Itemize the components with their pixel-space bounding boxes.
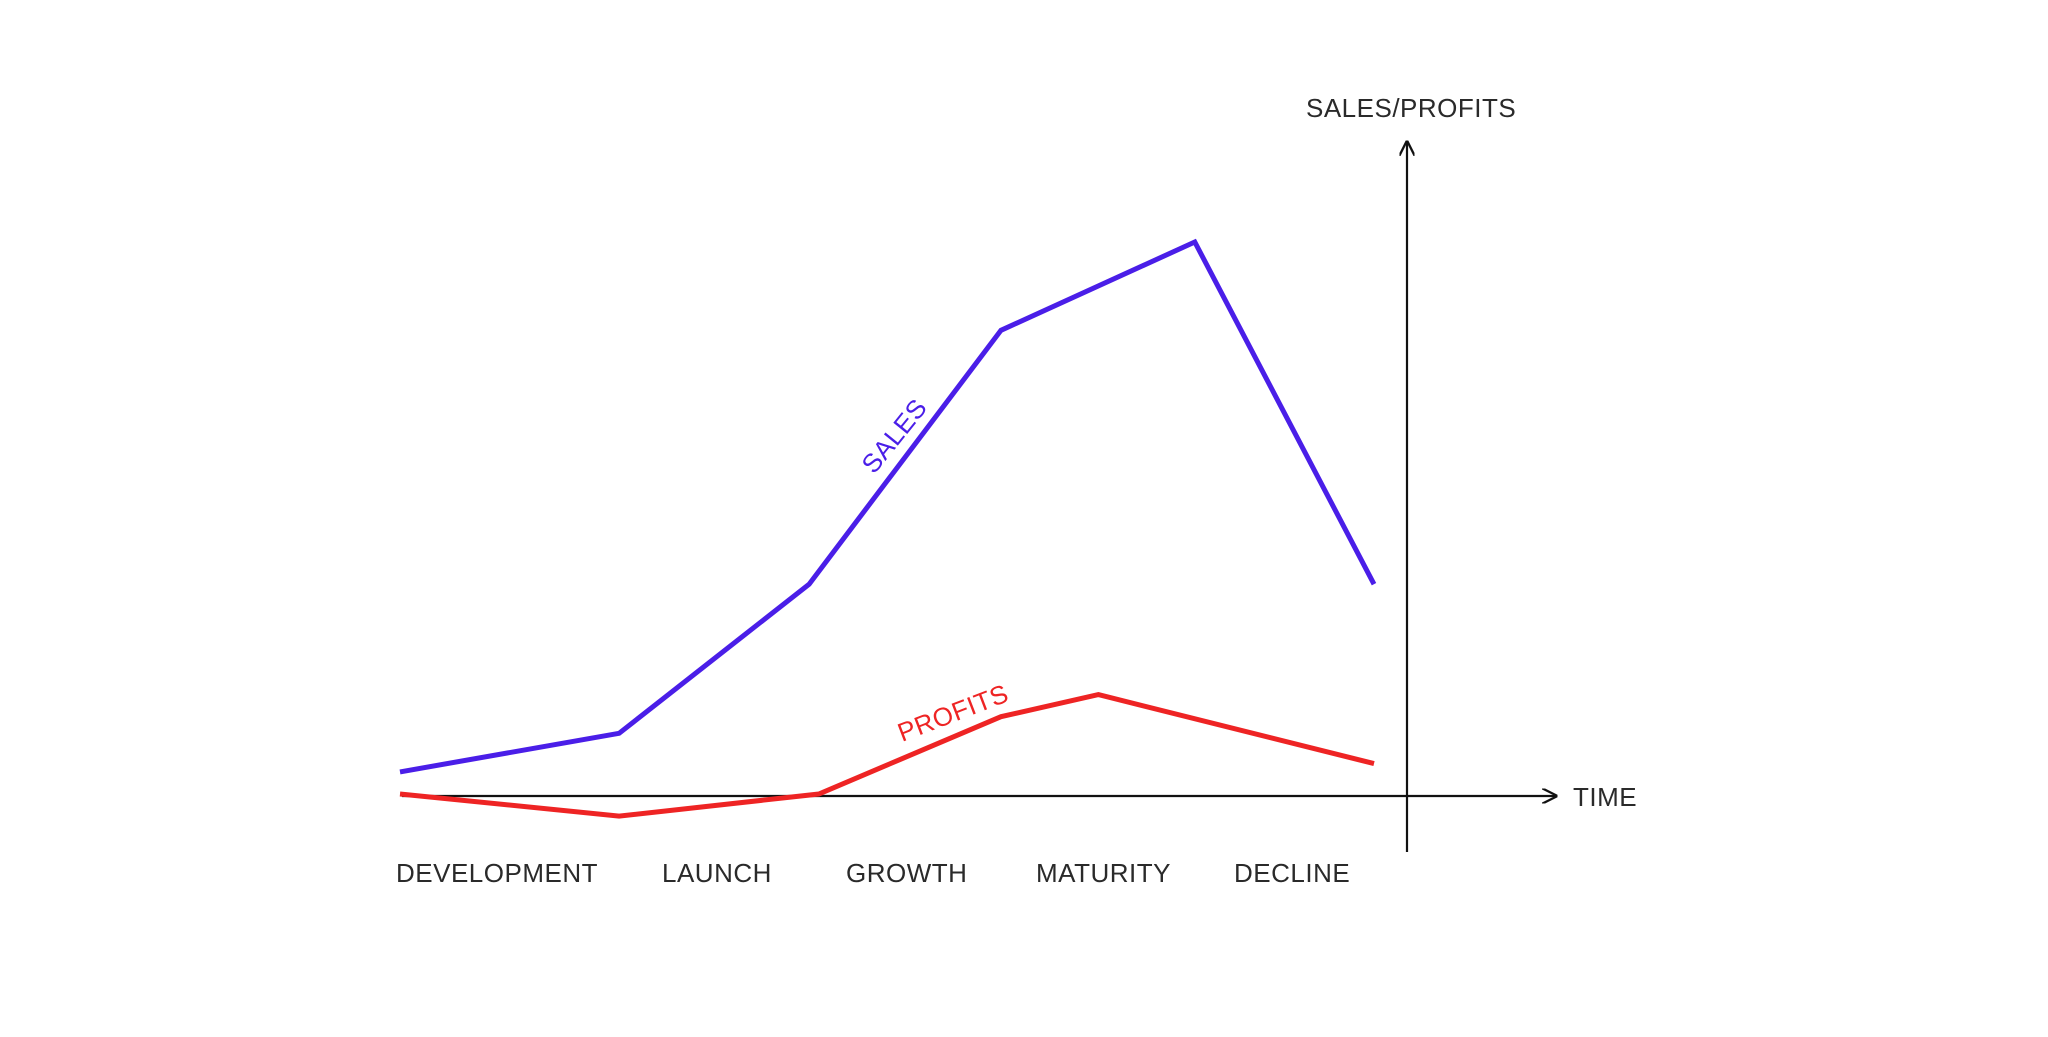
y-axis-title: SALES/PROFITS: [1306, 93, 1516, 123]
stage-label-launch: LAUNCH: [662, 858, 772, 888]
stage-label-development: DEVELOPMENT: [396, 858, 598, 888]
x-axis-title: TIME: [1573, 782, 1637, 812]
stage-label-maturity: MATURITY: [1036, 858, 1171, 888]
sales-line: [399, 238, 1377, 775]
stage-label-decline: DECLINE: [1234, 858, 1350, 888]
profits-line: [399, 692, 1375, 819]
stage-label-growth: GROWTH: [846, 858, 967, 888]
